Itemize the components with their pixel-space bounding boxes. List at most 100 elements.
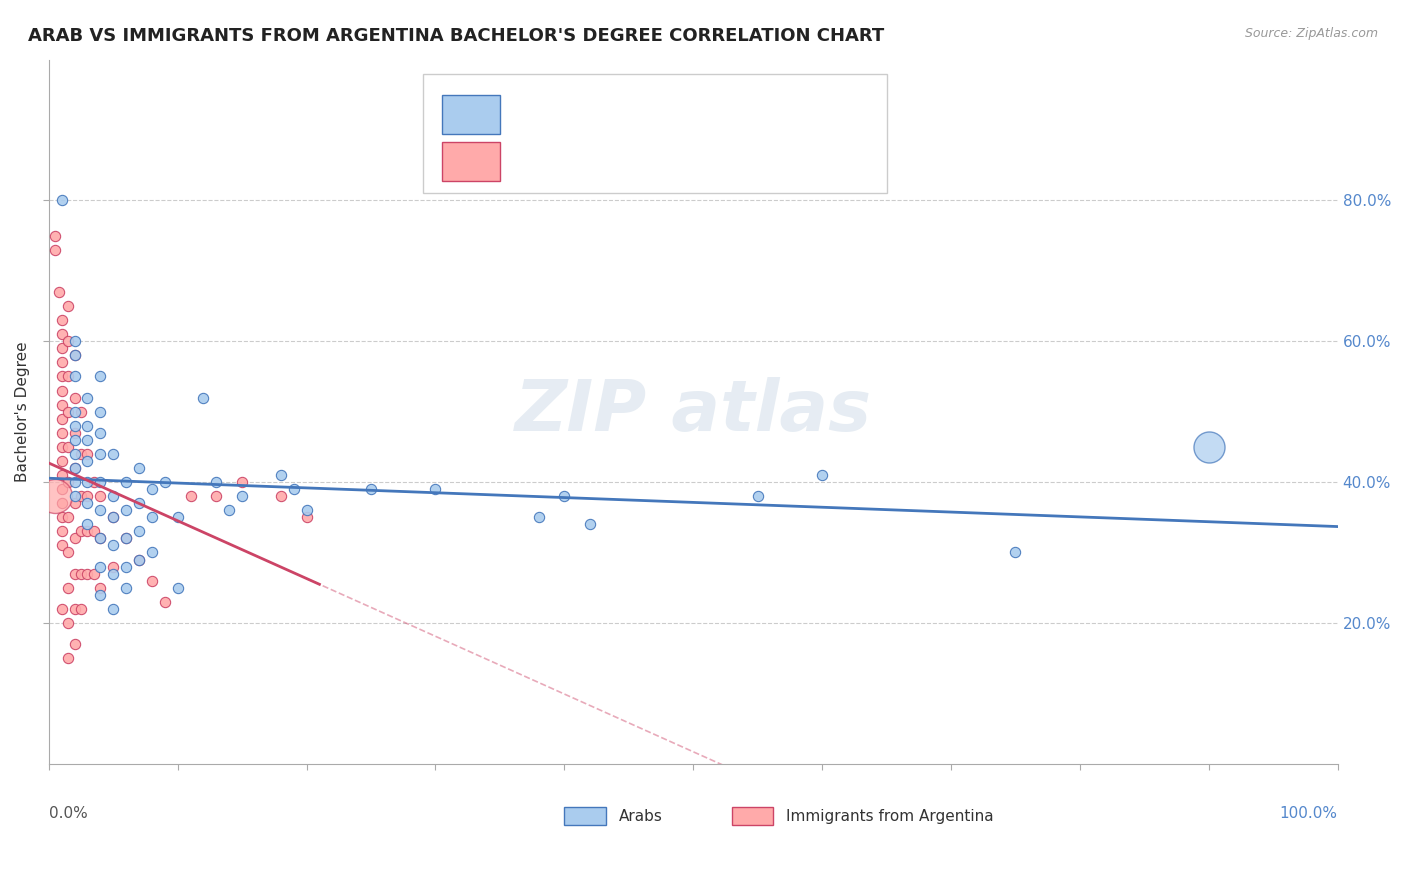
Point: [295, 503, 318, 517]
Point: [51, 496, 73, 510]
Point: [76, 447, 98, 461]
Point: [579, 517, 602, 532]
Point: [56, 334, 79, 349]
Point: [1004, 545, 1026, 559]
Point: [51, 482, 73, 496]
Text: Immigrants from Argentina: Immigrants from Argentina: [786, 809, 994, 824]
Point: [141, 545, 163, 559]
Point: [56, 581, 79, 595]
Point: [89, 532, 111, 546]
Point: [128, 461, 150, 475]
Point: [51, 411, 73, 425]
Point: [63, 418, 86, 433]
Point: [83, 524, 105, 539]
Point: [103, 510, 125, 524]
Point: [231, 475, 253, 489]
Point: [63, 566, 86, 581]
Point: [63, 348, 86, 362]
Point: [553, 489, 575, 503]
Point: [103, 538, 125, 552]
Point: [51, 369, 73, 384]
Point: [70, 489, 93, 503]
Point: [115, 532, 138, 546]
Point: [89, 369, 111, 384]
Point: [51, 538, 73, 552]
Point: [51, 602, 73, 616]
Point: [51, 524, 73, 539]
Point: [56, 440, 79, 454]
Point: [56, 405, 79, 419]
Point: [747, 489, 769, 503]
Point: [283, 482, 305, 496]
FancyBboxPatch shape: [441, 95, 501, 134]
Point: [48, 285, 70, 299]
Point: [527, 510, 550, 524]
FancyBboxPatch shape: [733, 807, 773, 825]
Point: [89, 503, 111, 517]
Point: [103, 510, 125, 524]
Point: [56, 651, 79, 665]
Point: [115, 503, 138, 517]
Point: [63, 461, 86, 475]
Point: [89, 489, 111, 503]
Point: [76, 433, 98, 447]
Point: [103, 559, 125, 574]
Point: [83, 566, 105, 581]
Point: [811, 468, 834, 483]
Point: [360, 482, 382, 496]
Point: [166, 581, 188, 595]
Point: [103, 489, 125, 503]
Point: [76, 475, 98, 489]
Text: 0.0%: 0.0%: [49, 806, 87, 821]
Point: [89, 475, 111, 489]
Point: [63, 425, 86, 440]
Point: [153, 475, 176, 489]
FancyBboxPatch shape: [441, 142, 501, 181]
Point: [141, 574, 163, 588]
Point: [89, 559, 111, 574]
Point: [76, 566, 98, 581]
Text: 100.0%: 100.0%: [1279, 806, 1337, 821]
Point: [51, 440, 73, 454]
Point: [51, 468, 73, 483]
Point: [141, 510, 163, 524]
Text: R = -0.150: R = -0.150: [519, 107, 609, 121]
Point: [205, 475, 228, 489]
Point: [56, 299, 79, 313]
Point: [89, 581, 111, 595]
Point: [141, 482, 163, 496]
Point: [76, 496, 98, 510]
Point: [44, 243, 66, 257]
Point: [76, 489, 98, 503]
FancyBboxPatch shape: [564, 807, 606, 825]
Point: [218, 503, 240, 517]
Point: [128, 496, 150, 510]
Point: [76, 524, 98, 539]
Point: [51, 313, 73, 327]
Point: [76, 391, 98, 405]
Point: [51, 510, 73, 524]
Text: Arabs: Arabs: [619, 809, 662, 824]
Point: [103, 602, 125, 616]
Point: [51, 425, 73, 440]
Point: [44, 489, 66, 503]
Point: [270, 489, 292, 503]
Text: ZIP atlas: ZIP atlas: [515, 377, 872, 446]
Point: [70, 447, 93, 461]
Point: [63, 461, 86, 475]
Point: [63, 348, 86, 362]
Point: [51, 454, 73, 468]
Point: [1198, 440, 1220, 454]
Text: N = 68: N = 68: [700, 153, 756, 169]
Point: [56, 510, 79, 524]
Point: [115, 581, 138, 595]
Point: [56, 545, 79, 559]
Point: [70, 602, 93, 616]
Point: [425, 482, 447, 496]
Point: [63, 334, 86, 349]
Point: [51, 398, 73, 412]
Text: N = 62: N = 62: [700, 107, 758, 121]
Point: [63, 475, 86, 489]
Point: [63, 447, 86, 461]
Point: [56, 475, 79, 489]
